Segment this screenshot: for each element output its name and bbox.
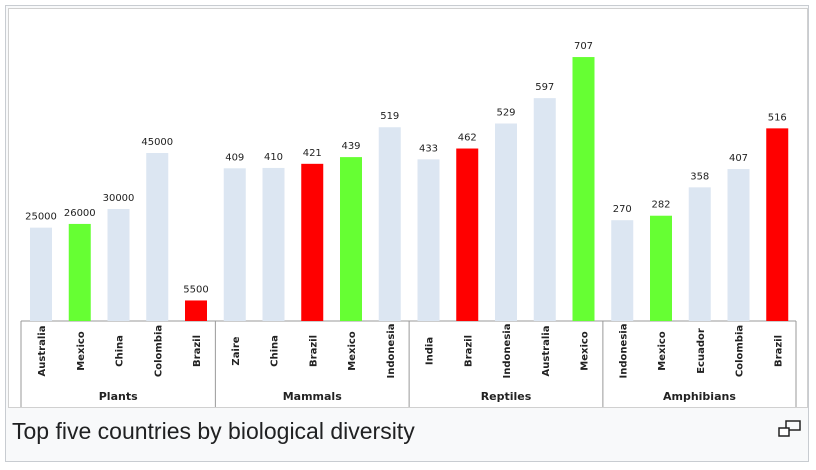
value-label: 270 [613,204,632,215]
value-label: 529 [496,108,515,119]
category-label: Mexico [347,331,358,371]
category-label: Indonesia [618,324,629,379]
value-label: 410 [264,152,283,163]
category-label: Ecuador [696,328,707,374]
value-label: 25000 [25,212,57,223]
bar [611,220,634,321]
category-label: Brazil [463,335,474,367]
value-label: 462 [458,133,477,144]
category-label: Brazil [308,335,319,367]
category-label: Indonesia [386,324,397,379]
value-label: 358 [690,171,709,182]
category-label: India [425,337,436,365]
bar [146,153,169,321]
bar [766,128,789,321]
bar [495,123,517,321]
group-label: Reptiles [481,390,532,403]
value-label: 433 [419,143,438,154]
category-label: Indonesia [502,324,513,379]
caption: Top five countries by biological diversi… [12,418,415,444]
category-label: China [115,335,126,367]
bar [456,148,479,321]
chart: 25000 Australia 26000 Mexico 30000 China 45000… [8,8,808,408]
value-label: 439 [341,141,360,152]
bar [30,227,52,321]
value-label: 5500 [183,284,208,295]
value-label: 519 [380,111,399,122]
value-label: 409 [225,152,244,163]
bar [650,215,672,321]
bar [185,300,207,321]
bar [572,57,595,321]
category-label: Australia [37,326,48,377]
bar [223,168,246,321]
bar [340,157,362,321]
value-label: 421 [303,148,322,159]
value-label: 707 [574,41,593,52]
category-label: China [270,335,281,367]
category-label: Colombia [735,325,746,377]
category-label: Brazil [192,335,203,367]
group-label: Plants [99,390,138,403]
bar [688,187,711,321]
bar [533,98,556,322]
bar [68,223,91,321]
category-label: Colombia [153,325,164,377]
category-label: Mexico [657,331,668,371]
category-label: Australia [541,326,552,377]
enlarge-icon[interactable] [778,420,802,438]
bar [378,127,401,322]
value-label: 407 [729,153,748,164]
value-label: 516 [768,112,787,123]
category-label: Mexico [580,331,591,371]
value-label: 30000 [103,193,135,204]
group-label: Mammals [283,390,342,403]
category-label: Zaire [231,336,242,365]
bar [417,159,440,321]
bar [727,169,750,321]
category-label: Mexico [76,331,87,371]
value-label: 45000 [141,137,173,148]
bar [107,209,130,321]
value-label: 597 [535,82,554,93]
value-label: 282 [651,200,670,211]
bar [262,167,285,321]
category-label: Brazil [773,335,784,367]
group-label: Amphibians [663,390,736,403]
bar [301,163,324,321]
value-label: 26000 [64,208,96,219]
